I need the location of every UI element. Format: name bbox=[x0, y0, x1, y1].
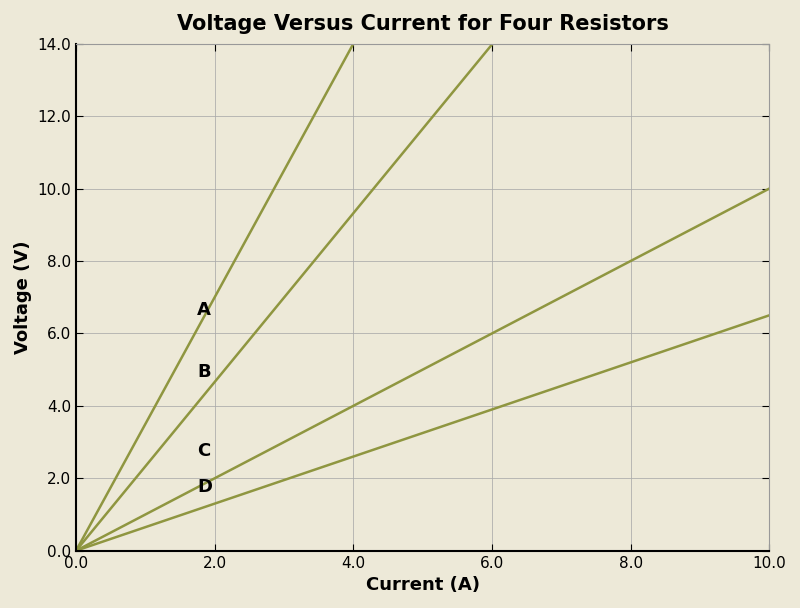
Y-axis label: Voltage (V): Voltage (V) bbox=[14, 241, 32, 354]
Text: D: D bbox=[198, 478, 212, 496]
X-axis label: Current (A): Current (A) bbox=[366, 576, 480, 594]
Text: B: B bbox=[198, 362, 211, 381]
Text: A: A bbox=[198, 301, 211, 319]
Title: Voltage Versus Current for Four Resistors: Voltage Versus Current for Four Resistor… bbox=[177, 14, 669, 34]
Text: C: C bbox=[198, 442, 210, 460]
